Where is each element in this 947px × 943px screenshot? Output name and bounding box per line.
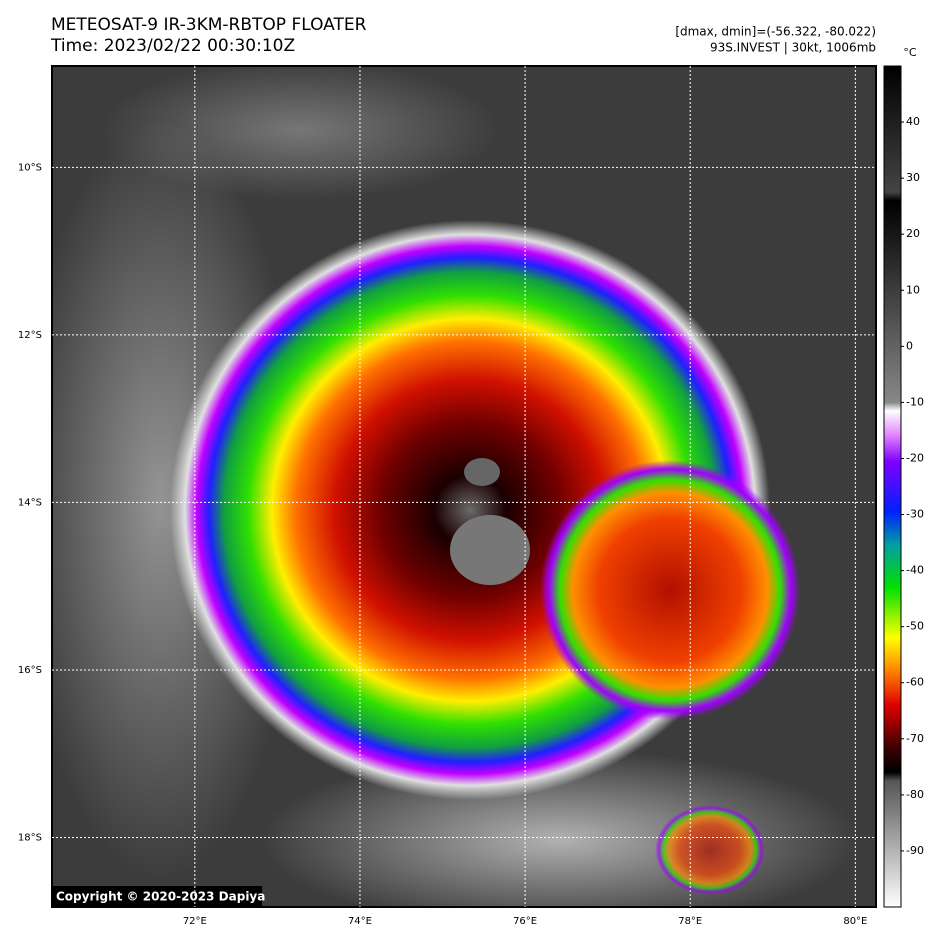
title: METEOSAT-9 IR-3KM-RBTOP FLOATER bbox=[51, 15, 367, 35]
colorbar-label: -50 bbox=[906, 620, 924, 633]
satellite-image bbox=[52, 66, 876, 907]
time: Time: 2023/02/22 00:30:10Z bbox=[50, 36, 295, 56]
colorbar-unit: °C bbox=[903, 46, 917, 59]
colorbar-label: -80 bbox=[906, 788, 924, 801]
lat-label: 12°S bbox=[18, 330, 42, 341]
colorbar bbox=[883, 65, 902, 908]
colorbar-label: -10 bbox=[906, 395, 924, 408]
colorbar-label: 30 bbox=[906, 171, 920, 184]
lat-label: 10°S bbox=[18, 162, 42, 173]
colorbar-label: -20 bbox=[906, 451, 924, 464]
lon-label: 78°E bbox=[678, 916, 702, 927]
colorbar-label: -70 bbox=[906, 732, 924, 745]
copyright: Copyright © 2020-2023 Dapiya bbox=[56, 890, 265, 904]
map-frame bbox=[51, 65, 877, 908]
lon-label: 72°E bbox=[183, 916, 207, 927]
lon-label: 76°E bbox=[513, 916, 537, 927]
colorbar-label: -90 bbox=[906, 844, 924, 857]
colorbar-label: -30 bbox=[906, 508, 924, 521]
colorbar-label: -60 bbox=[906, 676, 924, 689]
lat-label: 18°S bbox=[18, 832, 42, 843]
lat-label: 16°S bbox=[18, 665, 42, 676]
colorbar-label: 40 bbox=[906, 115, 920, 128]
colorbar-label: -40 bbox=[906, 564, 924, 577]
storm-info: 93S.INVEST | 30kt, 1006mb bbox=[710, 41, 876, 55]
copyright-box bbox=[52, 886, 262, 906]
colorbar-label: 20 bbox=[906, 227, 920, 240]
range-info: [dmax, dmin]=(-56.322, -80.022) bbox=[675, 25, 876, 39]
lat-label: 14°S bbox=[18, 497, 42, 508]
colorbar-label: 10 bbox=[906, 283, 920, 296]
lon-label: 80°E bbox=[843, 916, 867, 927]
lon-label: 74°E bbox=[348, 916, 372, 927]
colorbar-label: 0 bbox=[906, 339, 913, 352]
